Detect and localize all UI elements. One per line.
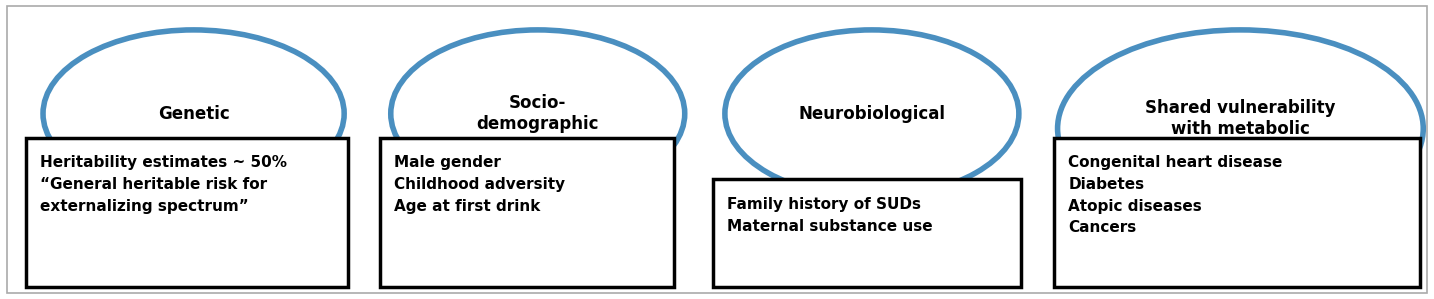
Text: Neurobiological: Neurobiological xyxy=(799,105,945,123)
FancyBboxPatch shape xyxy=(380,138,674,287)
Text: Genetic: Genetic xyxy=(158,105,229,123)
FancyBboxPatch shape xyxy=(26,138,348,287)
FancyBboxPatch shape xyxy=(1054,138,1420,287)
FancyBboxPatch shape xyxy=(713,179,1021,287)
Text: Shared vulnerability
with metabolic
disorders: Shared vulnerability with metabolic diso… xyxy=(1146,99,1335,158)
Text: Socio-
demographic: Socio- demographic xyxy=(476,94,599,133)
Text: Congenital heart disease
Diabetes
Atopic diseases
Cancers: Congenital heart disease Diabetes Atopic… xyxy=(1068,155,1282,235)
Text: Heritability estimates ~ 50%
“General heritable risk for
externalizing spectrum”: Heritability estimates ~ 50% “General he… xyxy=(40,155,287,214)
Text: Family history of SUDs
Maternal substance use: Family history of SUDs Maternal substanc… xyxy=(727,197,932,234)
Text: Male gender
Childhood adversity
Age at first drink: Male gender Childhood adversity Age at f… xyxy=(394,155,565,214)
